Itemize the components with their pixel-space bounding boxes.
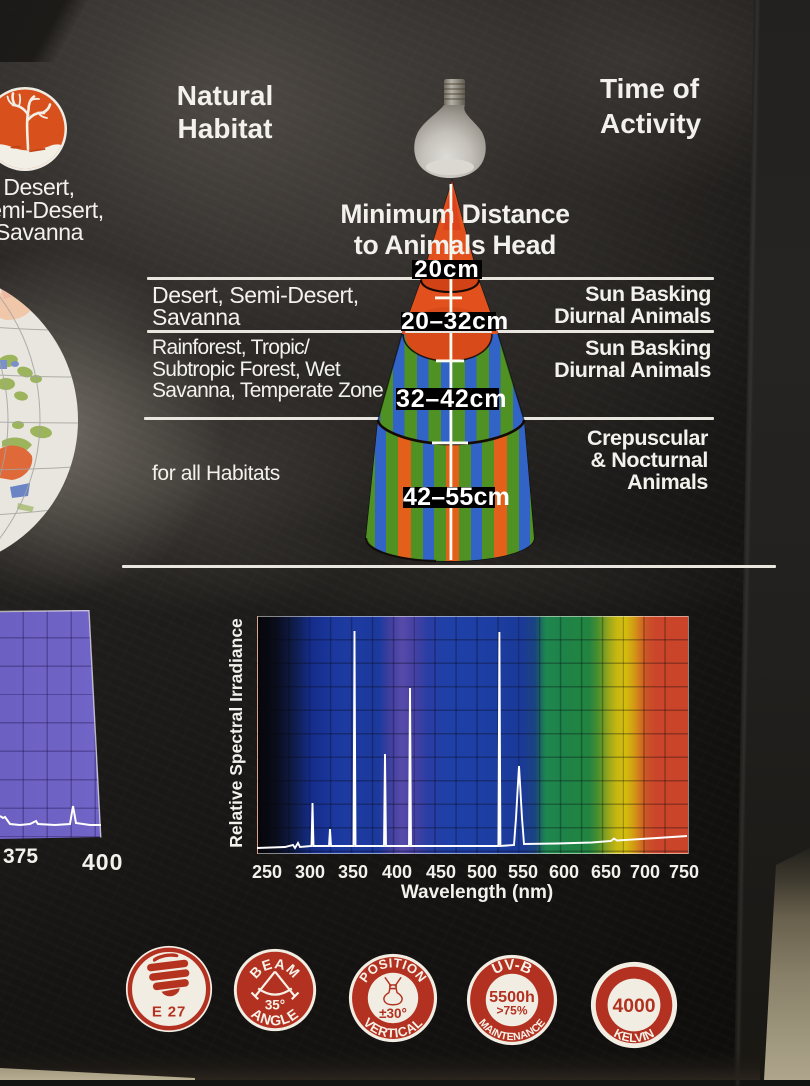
svg-text:ANGLE: ANGLE xyxy=(248,1006,302,1029)
svg-text:E 27: E 27 xyxy=(152,1003,186,1020)
svg-text:5500h: 5500h xyxy=(489,988,535,1006)
svg-text:>75%: >75% xyxy=(497,1004,528,1018)
svg-text:4000: 4000 xyxy=(612,995,655,1017)
svg-text:±30°: ±30° xyxy=(379,1006,407,1021)
svg-text:UV-B: UV-B xyxy=(489,956,534,978)
svg-text:35°: 35° xyxy=(265,997,285,1012)
svg-text:KELVIN: KELVIN xyxy=(612,1026,657,1045)
